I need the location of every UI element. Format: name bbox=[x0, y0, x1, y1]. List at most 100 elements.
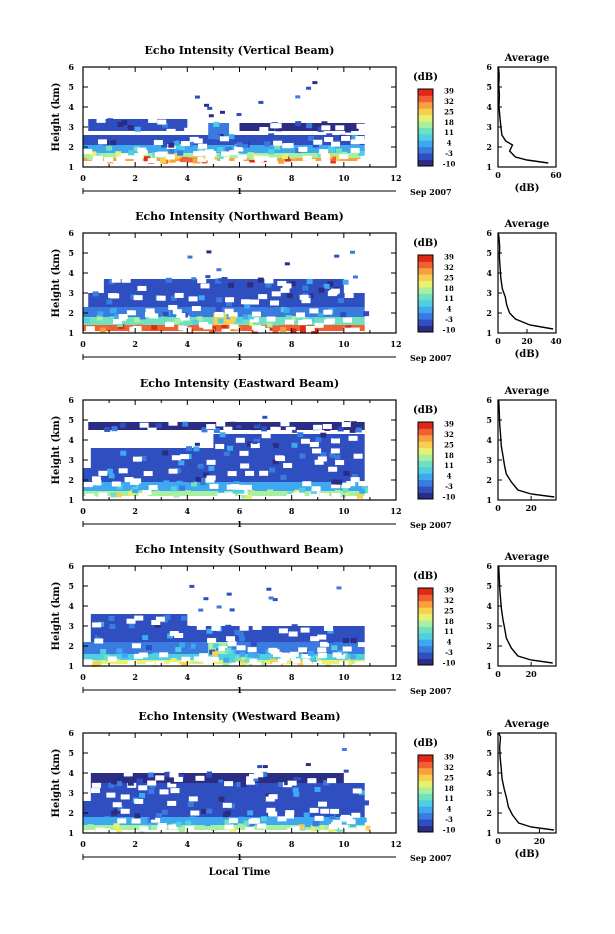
heatmap-gap bbox=[185, 825, 195, 831]
avg-y-tick-label: 1 bbox=[486, 661, 492, 671]
heatmap-cell bbox=[178, 460, 185, 466]
heatmap-cell bbox=[226, 794, 233, 800]
heatmap-cell bbox=[206, 250, 212, 254]
heatmap-cell bbox=[228, 282, 235, 288]
heatmap-gap bbox=[280, 421, 290, 427]
heatmap-gap bbox=[97, 139, 107, 145]
average-frame bbox=[497, 732, 557, 834]
colorbar-swatch bbox=[418, 466, 433, 474]
heatmap-cell bbox=[268, 596, 274, 600]
average-title: Average bbox=[504, 386, 550, 397]
heatmap-gap bbox=[111, 481, 121, 487]
heatmap-cell bbox=[169, 136, 176, 142]
heatmap-gap bbox=[288, 631, 298, 637]
y-tick-label: 4 bbox=[68, 435, 74, 445]
heatmap-gap bbox=[346, 481, 356, 487]
heatmap-cell bbox=[349, 427, 356, 433]
heatmap-gap bbox=[120, 153, 130, 159]
heatmap-cell bbox=[127, 780, 134, 786]
heatmap-cell bbox=[313, 820, 320, 826]
heatmap-cell bbox=[164, 771, 171, 777]
heatmap-cell bbox=[161, 809, 168, 815]
date-label: Sep 2007 bbox=[410, 187, 452, 197]
heatmap-cell bbox=[115, 151, 122, 157]
heatmap-gap bbox=[252, 624, 262, 630]
colorbar-swatch bbox=[418, 652, 433, 659]
heatmap-gap bbox=[173, 776, 183, 782]
heatmap-gap bbox=[358, 481, 368, 487]
heatmap-gap bbox=[92, 480, 102, 486]
heatmap-cell bbox=[179, 485, 186, 491]
heatmap-gap bbox=[335, 460, 345, 466]
heatmap-cell bbox=[156, 813, 163, 819]
heatmap-band bbox=[239, 123, 365, 131]
average-profile-line bbox=[498, 399, 555, 498]
heatmap-cell bbox=[364, 825, 371, 831]
heatmap-gap bbox=[139, 826, 149, 832]
heatmap-cell bbox=[186, 446, 193, 452]
heatmap-cell bbox=[350, 638, 357, 644]
colorbar-swatch bbox=[418, 312, 433, 320]
heatmap-cell bbox=[106, 299, 113, 305]
heatmap-cell bbox=[312, 328, 319, 334]
heatmap-gap bbox=[341, 814, 351, 820]
heatmap-cell bbox=[320, 773, 327, 779]
heatmap-cell bbox=[340, 312, 347, 318]
heatmap-cell bbox=[218, 278, 224, 282]
avg-x-tick-label: 0 bbox=[495, 503, 501, 513]
colorbar-tick-label: 11 bbox=[444, 627, 454, 636]
heatmap-cell bbox=[306, 86, 312, 90]
heatmap-cell bbox=[243, 657, 250, 663]
heatmap-cell bbox=[90, 296, 97, 302]
heatmap-cell bbox=[314, 787, 321, 793]
heatmap-cell bbox=[331, 301, 338, 307]
heatmap-cell bbox=[162, 450, 169, 456]
average-title: Average bbox=[504, 552, 550, 563]
colorbar-swatch bbox=[418, 620, 433, 627]
heatmap-gap bbox=[358, 127, 368, 133]
colorbar-tick-label: 25 bbox=[444, 273, 454, 282]
heatmap-gap bbox=[357, 159, 367, 165]
heatmap-gap bbox=[155, 775, 165, 781]
heatmap-cell bbox=[275, 126, 282, 132]
heatmap-cell bbox=[179, 642, 186, 648]
heatmap-cell bbox=[117, 122, 124, 128]
avg-y-tick-label: 4 bbox=[486, 268, 492, 278]
heatmap-gap bbox=[302, 319, 312, 325]
colorbar-tick-label: 32 bbox=[444, 430, 454, 439]
heatmap-gap bbox=[145, 308, 155, 314]
heatmap-gap bbox=[217, 493, 227, 499]
heatmap-cell bbox=[334, 300, 341, 306]
heatmap-gap bbox=[246, 776, 256, 782]
colorbar-swatch bbox=[418, 780, 433, 788]
y-axis-label: Height (km) bbox=[51, 83, 62, 152]
heatmap-gap bbox=[350, 139, 360, 145]
heatmap-gap bbox=[126, 310, 136, 316]
date-label: Sep 2007 bbox=[410, 520, 452, 530]
y-tick-label: 4 bbox=[68, 601, 74, 611]
heatmap-gap bbox=[120, 808, 130, 814]
heatmap-gap bbox=[227, 641, 237, 647]
heatmap-gap bbox=[331, 822, 341, 828]
x-tick-label: 8 bbox=[289, 839, 295, 849]
panel-title: Echo Intensity (Vertical Beam) bbox=[144, 44, 334, 57]
heatmap-cell bbox=[133, 146, 140, 152]
heatmap-cell bbox=[343, 638, 350, 644]
y-tick-label: 1 bbox=[68, 162, 74, 172]
heatmap-cell bbox=[332, 473, 339, 479]
heatmap-gap bbox=[159, 789, 169, 795]
heatmap-gap bbox=[351, 812, 361, 818]
heatmap-cell bbox=[134, 317, 141, 323]
heatmap-cell bbox=[349, 250, 355, 254]
colorbar-unit: (dB) bbox=[413, 405, 438, 416]
heatmap-cell bbox=[236, 113, 242, 117]
heatmap-cell bbox=[278, 158, 285, 164]
heatmap-gap bbox=[205, 155, 215, 161]
heatmap-cell bbox=[214, 134, 221, 140]
heatmap-gap bbox=[291, 658, 301, 664]
heatmap-gap bbox=[165, 322, 175, 328]
heatmap-cell bbox=[334, 454, 341, 460]
avg-y-tick-label: 6 bbox=[486, 395, 492, 405]
panel-title: Echo Intensity (Eastward Beam) bbox=[140, 377, 339, 390]
x-tick-label: 6 bbox=[237, 173, 243, 183]
